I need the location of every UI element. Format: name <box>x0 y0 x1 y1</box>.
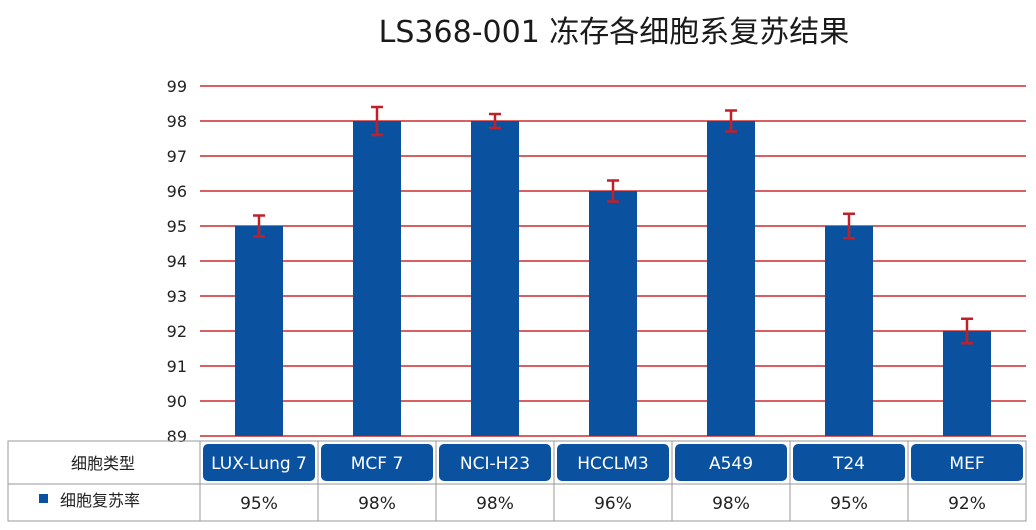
legend-swatch <box>39 494 48 503</box>
chart-title: LS368-001 冻存各细胞系复苏结果 <box>379 15 850 50</box>
category-cell <box>203 444 315 481</box>
category-cell <box>675 444 787 481</box>
data-label: 92% <box>948 494 986 514</box>
bar <box>589 191 637 436</box>
y-axis-ticks: 89 90 91 92 93 94 95 96 97 98 99 <box>167 77 187 446</box>
x-tick-label: A549 <box>709 454 753 474</box>
bar <box>235 226 283 436</box>
data-label: 98% <box>476 494 514 514</box>
y-tick-label: 90 <box>167 392 187 411</box>
table-header-label: 细胞类型 <box>71 454 135 473</box>
category-cell <box>557 444 669 481</box>
data-label: 98% <box>712 494 750 514</box>
y-tick-label: 98 <box>167 112 187 131</box>
y-tick-label: 91 <box>167 357 187 376</box>
data-table: 细胞类型 细胞复苏率 LUX-Lung 7 95% MCF 7 98% NCI-H23 9… <box>7 440 1027 522</box>
y-tick-label: 92 <box>167 322 187 341</box>
x-tick-label: T24 <box>832 454 865 474</box>
data-label: 96% <box>594 494 632 514</box>
category-cell <box>793 444 905 481</box>
bar <box>353 121 401 436</box>
y-tick-label: 89 <box>167 427 187 446</box>
category-cell <box>439 444 551 481</box>
y-tick-label: 96 <box>167 182 187 201</box>
data-label: 98% <box>358 494 396 514</box>
data-label: 95% <box>830 494 868 514</box>
y-tick-label: 93 <box>167 287 187 306</box>
data-label: 95% <box>240 494 278 514</box>
bar <box>471 121 519 436</box>
x-tick-label: LUX-Lung 7 <box>211 454 307 474</box>
category-cell <box>911 444 1023 481</box>
bar <box>707 121 755 436</box>
x-tick-label: MCF 7 <box>351 454 404 474</box>
x-tick-label: HCCLM3 <box>577 454 648 474</box>
y-tick-label: 97 <box>167 147 187 166</box>
bars <box>235 121 991 436</box>
x-tick-label: NCI-H23 <box>460 454 530 474</box>
y-tick-label: 94 <box>167 252 187 271</box>
y-tick-label: 99 <box>167 77 187 96</box>
table-border <box>7 440 1027 522</box>
category-cell <box>321 444 433 481</box>
y-tick-label: 95 <box>167 217 187 236</box>
bar <box>825 226 873 436</box>
bar <box>943 331 991 436</box>
error-bars <box>253 105 973 345</box>
x-tick-label: MEF <box>949 454 984 474</box>
legend-label: 细胞复苏率 <box>60 491 140 510</box>
